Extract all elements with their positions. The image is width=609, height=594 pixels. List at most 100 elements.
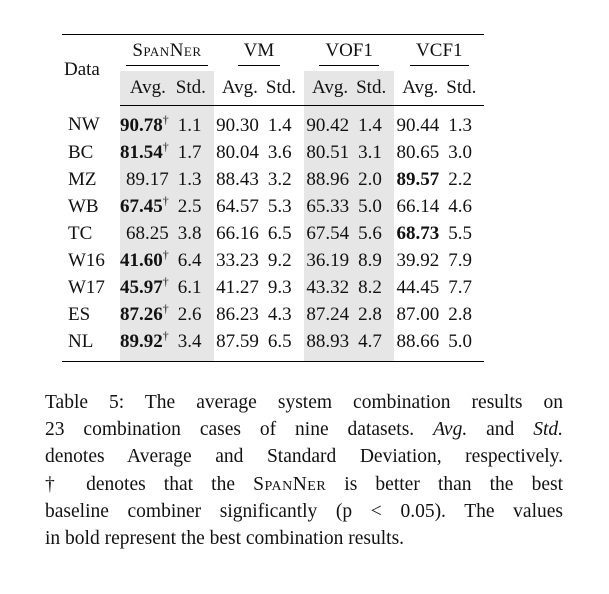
group-label: VCF1: [410, 40, 469, 66]
avg-value: 90.42: [306, 114, 350, 136]
avg-value: 89.17: [126, 168, 169, 190]
avg-cell: 88.66: [394, 328, 443, 362]
avg-cell: 86.23: [214, 301, 262, 328]
avg-subheader: Avg.: [394, 71, 443, 106]
std-cell: 5.0: [352, 193, 395, 220]
avg-value: 80.51: [306, 141, 350, 163]
significance-dagger: †: [162, 301, 169, 316]
avg-value: 87.00: [396, 303, 440, 325]
std-cell: 1.7: [171, 139, 214, 166]
std-cell: 7.9: [448, 249, 473, 271]
std-cell: 4.6: [448, 195, 473, 217]
avg-subheader: Avg.: [304, 71, 353, 106]
avg-value: 65.33: [306, 195, 350, 217]
results-table-container: Data SpanNer VM VOF1 VCF1 Avg. Std. Avg. Std. Av…: [62, 34, 572, 362]
avg-cell: 80.51: [304, 139, 353, 166]
avg-value: 80.04: [216, 141, 259, 163]
std-cell: 1.4: [352, 105, 395, 139]
group-label: VOF1: [319, 40, 379, 66]
avg-value: 45.97: [120, 276, 163, 298]
dataset-name: ES: [68, 303, 91, 325]
std-cell: 2.8: [448, 303, 473, 325]
caption-std-term: Std.: [533, 419, 563, 441]
group-label: VM: [237, 40, 281, 66]
table-row: W17 45.97† 6.1 41.27 9.3 43.32 8.2 44.45 7.7: [62, 274, 484, 301]
table-row: NW 90.78† 1.1 90.30 1.4 90.42 1.4 90.44 1.3: [62, 105, 484, 140]
avg-cell: 39.92: [394, 247, 442, 274]
group-header-vof1: VOF1: [304, 34, 395, 71]
avg-value: 87.24: [306, 303, 350, 325]
dataset-name: NL: [62, 328, 120, 362]
std-cell: 1.1: [171, 105, 214, 139]
significance-dagger: †: [162, 247, 169, 262]
std-cell: 6.5: [267, 222, 292, 244]
avg-cell: 88.96: [304, 166, 353, 193]
avg-subheader: Avg.: [213, 71, 262, 106]
significance-dagger: †: [162, 139, 169, 154]
std-cell: 2.2: [448, 168, 473, 190]
avg-cell: 80.65: [394, 139, 442, 166]
avg-cell: 64.57: [214, 193, 262, 220]
avg-cell: 67.45†: [120, 193, 172, 220]
std-cell: 3.1: [352, 139, 395, 166]
std-cell: 5.0: [442, 328, 485, 362]
avg-value: 66.16: [216, 222, 259, 244]
std-cell: 6.5: [261, 328, 305, 362]
caption-line-4: † denotes that the SpanNer is better tha…: [45, 471, 563, 498]
std-cell: 2.8: [352, 301, 395, 328]
std-cell: 3.6: [267, 141, 292, 163]
std-cell: 7.7: [448, 276, 473, 298]
avg-cell: 87.26†: [120, 301, 172, 328]
std-subheader: Std.: [442, 71, 485, 106]
std-cell: 5.5: [448, 222, 473, 244]
std-cell: 3.8: [171, 220, 214, 247]
avg-cell: 66.14: [394, 193, 442, 220]
caption-line-2: 23 combination cases of nine datasets. A…: [45, 416, 563, 443]
avg-value: 66.14: [396, 195, 440, 217]
significance-dagger: †: [162, 328, 169, 343]
std-cell: 5.6: [352, 220, 395, 247]
group-header-vcf1: VCF1: [394, 34, 485, 71]
caption-avg-term: Avg.: [433, 419, 468, 441]
caption-line-6: in bold represent the best combination r…: [45, 528, 405, 550]
std-cell: 8.2: [352, 274, 395, 301]
dataset-name: BC: [68, 141, 94, 163]
std-cell: 1.3: [171, 166, 214, 193]
avg-value: 88.93: [306, 330, 350, 352]
std-cell: 2.5: [171, 193, 214, 220]
std-cell: 9.2: [267, 249, 292, 271]
caption-line-3: denotes Average and Standard Deviation, …: [45, 446, 563, 468]
avg-cell: 45.97†: [120, 274, 172, 301]
std-cell: 6.4: [171, 247, 214, 274]
avg-cell: 89.57: [394, 166, 442, 193]
table-caption: Table 5: The average system combination …: [45, 389, 563, 552]
avg-value: 87.59: [216, 330, 259, 352]
caption-line-5: baseline combiner significantly (p < 0.0…: [45, 500, 563, 522]
avg-value: 90.78: [120, 114, 163, 136]
avg-cell: 90.30: [214, 106, 262, 140]
group-header-spanner: SpanNer: [120, 34, 214, 71]
group-label: SpanNer: [126, 40, 208, 66]
avg-value: 67.54: [306, 222, 350, 244]
dataset-name: NW: [68, 114, 100, 136]
avg-value: 67.45: [120, 195, 163, 217]
group-header-vm: VM: [213, 34, 305, 71]
avg-cell: 36.19: [304, 247, 353, 274]
subheader-row: Avg. Std. Avg. Std. Avg. Std. Avg. Std.: [62, 71, 485, 106]
std-cell: 1.4: [267, 114, 292, 136]
avg-cell: 65.33: [304, 193, 353, 220]
avg-value: 88.66: [396, 330, 440, 352]
caption-text: 23 combination cases of nine datasets.: [45, 419, 434, 441]
avg-value: 39.92: [396, 249, 440, 271]
avg-value: 68.73: [396, 222, 440, 244]
avg-value: 86.23: [216, 303, 259, 325]
table-row: ES 87.26† 2.6 86.23 4.3 87.24 2.8 87.00 2.8: [62, 301, 484, 328]
std-cell: 3.4: [171, 328, 214, 362]
std-subheader: Std.: [261, 71, 305, 106]
data-column-header: Data: [62, 34, 120, 106]
std-cell: 4.3: [267, 303, 292, 325]
dataset-name: TC: [68, 222, 93, 244]
avg-cell: 88.93: [304, 328, 353, 362]
avg-subheader: Avg.: [120, 71, 172, 106]
avg-value: 43.32: [306, 276, 350, 298]
